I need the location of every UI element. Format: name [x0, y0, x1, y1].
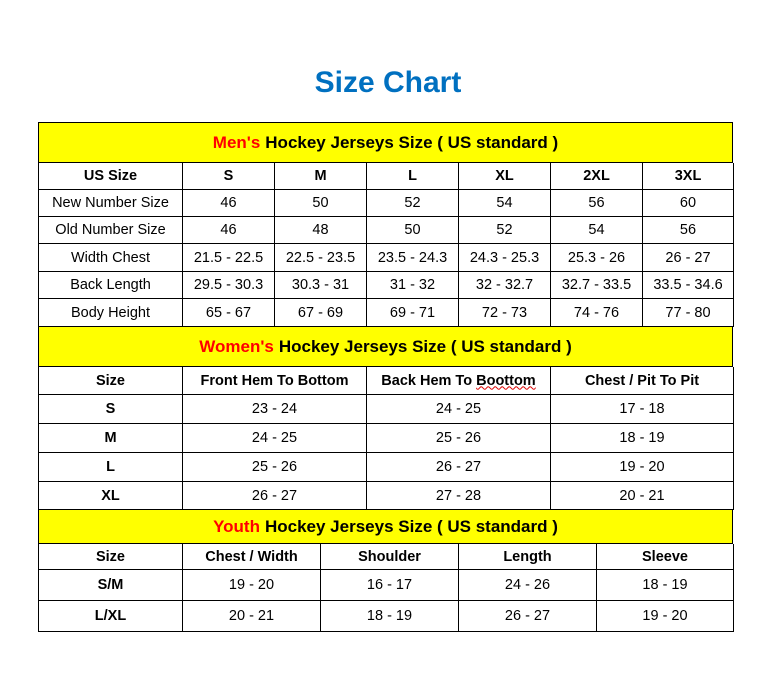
table-cell: 32 - 32.7	[459, 272, 551, 299]
misspelled-word: Boottom	[476, 372, 536, 389]
column-header: S	[183, 163, 275, 190]
row-label: Back Length	[39, 272, 183, 299]
table-cell: 60	[643, 190, 734, 217]
table-cell: 18 - 19	[597, 570, 734, 601]
row-label: XL	[39, 482, 183, 510]
column-header: Length	[459, 544, 597, 570]
women-section-heading: Women's Hockey Jerseys Size ( US standard…	[38, 326, 733, 366]
heading-text: Hockey Jerseys Size ( US standard )	[265, 132, 559, 152]
heading-highlight: Youth	[213, 516, 260, 536]
table-cell: 23.5 - 24.3	[367, 244, 459, 272]
table-cell: 74 - 76	[551, 299, 643, 327]
womens-size-section: Women's Hockey Jerseys Size ( US standard…	[38, 326, 734, 510]
table-cell: 25.3 - 26	[551, 244, 643, 272]
table-cell: 67 - 69	[275, 299, 367, 327]
youth-size-table: Size Chest / Width Shoulder Length Sleeve S/M…	[38, 543, 734, 632]
table-cell: 26 - 27	[183, 482, 367, 510]
table-cell: 24 - 26	[459, 570, 597, 601]
column-header: Chest / Pit To Pit	[551, 367, 734, 395]
row-label: Body Height	[39, 299, 183, 327]
column-header: US Size	[39, 163, 183, 190]
column-header: Shoulder	[321, 544, 459, 570]
women-size-table: Size Front Hem To Bottom Back Hem To Boott…	[38, 366, 734, 510]
table-cell: 50	[367, 217, 459, 244]
table-cell: 24 - 25	[183, 424, 367, 453]
column-header: Sleeve	[597, 544, 734, 570]
table-cell: 25 - 26	[183, 453, 367, 482]
column-header-text: Back Hem To Boottom	[381, 372, 536, 389]
heading-text: Hockey Jerseys Size ( US standard )	[264, 516, 558, 536]
row-label: S	[39, 395, 183, 424]
table-cell: 19 - 20	[551, 453, 734, 482]
youth-section-heading: Youth Hockey Jerseys Size ( US standard )	[38, 509, 733, 543]
table-cell: 24.3 - 25.3	[459, 244, 551, 272]
table-cell: 27 - 28	[367, 482, 551, 510]
column-header: XL	[459, 163, 551, 190]
table-cell: 25 - 26	[367, 424, 551, 453]
table-cell: 32.7 - 33.5	[551, 272, 643, 299]
men-size-table: US Size S M L XL 2XL 3XL New Number Size 46 50 52 5…	[38, 162, 734, 327]
table-cell: 23 - 24	[183, 395, 367, 424]
table-cell: 77 - 80	[643, 299, 734, 327]
row-label: Width Chest	[39, 244, 183, 272]
table-cell: 24 - 25	[367, 395, 551, 424]
table-cell: 19 - 20	[597, 601, 734, 632]
table-cell: 56	[551, 190, 643, 217]
heading-highlight: Men's	[212, 132, 261, 152]
table-cell: 54	[551, 217, 643, 244]
youth-size-section: Youth Hockey Jerseys Size ( US standard )…	[38, 509, 734, 632]
heading-highlight: Women's	[199, 336, 274, 356]
table-cell: 52	[459, 217, 551, 244]
row-label: L/XL	[39, 601, 183, 632]
men-section-heading: Men's Hockey Jerseys Size ( US standard )	[38, 122, 733, 162]
column-header: Back Hem To Boottom	[367, 367, 551, 395]
table-cell: 16 - 17	[321, 570, 459, 601]
table-cell: 29.5 - 30.3	[183, 272, 275, 299]
table-cell: 69 - 71	[367, 299, 459, 327]
table-cell: 50	[275, 190, 367, 217]
heading-text: Hockey Jerseys Size ( US standard )	[278, 336, 572, 356]
table-cell: 46	[183, 190, 275, 217]
table-cell: 46	[183, 217, 275, 244]
table-cell: 48	[275, 217, 367, 244]
table-cell: 20 - 21	[183, 601, 321, 632]
mens-size-section: Men's Hockey Jerseys Size ( US standard )…	[38, 122, 734, 327]
table-cell: 18 - 19	[321, 601, 459, 632]
table-cell: 20 - 21	[551, 482, 734, 510]
table-cell: 21.5 - 22.5	[183, 244, 275, 272]
row-label: New Number Size	[39, 190, 183, 217]
table-cell: 26 - 27	[459, 601, 597, 632]
row-label: L	[39, 453, 183, 482]
table-cell: 26 - 27	[367, 453, 551, 482]
table-cell: 56	[643, 217, 734, 244]
table-cell: 54	[459, 190, 551, 217]
column-header: L	[367, 163, 459, 190]
column-header: Size	[39, 367, 183, 395]
table-cell: 26 - 27	[643, 244, 734, 272]
row-label: S/M	[39, 570, 183, 601]
table-cell: 72 - 73	[459, 299, 551, 327]
table-cell: 19 - 20	[183, 570, 321, 601]
table-cell: 30.3 - 31	[275, 272, 367, 299]
table-cell: 65 - 67	[183, 299, 275, 327]
table-cell: 31 - 32	[367, 272, 459, 299]
column-header: Front Hem To Bottom	[183, 367, 367, 395]
column-header: Size	[39, 544, 183, 570]
row-label: M	[39, 424, 183, 453]
table-cell: 52	[367, 190, 459, 217]
column-header: 3XL	[643, 163, 734, 190]
table-cell: 18 - 19	[551, 424, 734, 453]
table-cell: 22.5 - 23.5	[275, 244, 367, 272]
column-header: Chest / Width	[183, 544, 321, 570]
table-cell: 17 - 18	[551, 395, 734, 424]
column-header: M	[275, 163, 367, 190]
table-cell: 33.5 - 34.6	[643, 272, 734, 299]
page-title: Size Chart	[314, 66, 462, 99]
column-header: 2XL	[551, 163, 643, 190]
row-label: Old Number Size	[39, 217, 183, 244]
